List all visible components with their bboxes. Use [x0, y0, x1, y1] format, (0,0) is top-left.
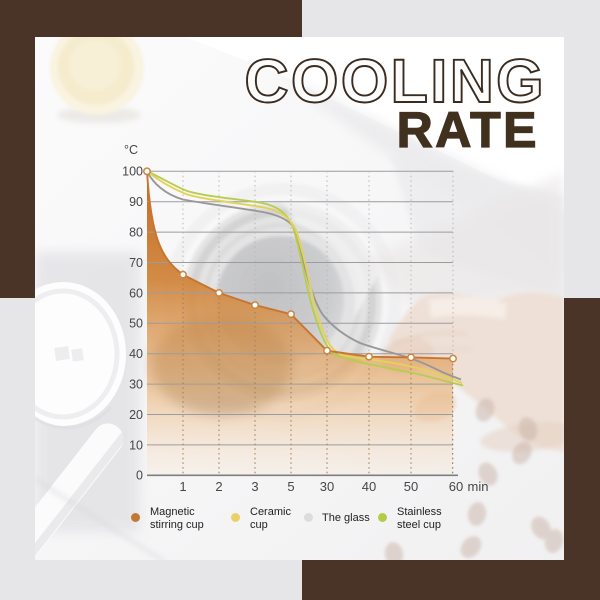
- svg-text:2: 2: [215, 479, 222, 494]
- svg-text:50: 50: [129, 317, 143, 331]
- svg-text:min: min: [468, 479, 489, 494]
- svg-text:1: 1: [179, 479, 186, 494]
- svg-text:3: 3: [251, 479, 258, 494]
- svg-text:°C: °C: [124, 143, 138, 157]
- svg-text:10: 10: [129, 438, 143, 452]
- svg-text:50: 50: [404, 479, 418, 494]
- svg-text:80: 80: [129, 226, 143, 240]
- svg-text:100: 100: [122, 165, 143, 179]
- svg-text:20: 20: [129, 408, 143, 422]
- svg-text:0: 0: [136, 469, 143, 483]
- svg-text:60: 60: [129, 286, 143, 300]
- svg-text:60: 60: [449, 479, 463, 494]
- svg-text:90: 90: [129, 195, 143, 209]
- svg-text:70: 70: [129, 256, 143, 270]
- svg-text:30: 30: [320, 479, 334, 494]
- svg-text:40: 40: [129, 347, 143, 361]
- svg-text:5: 5: [287, 479, 294, 494]
- svg-text:40: 40: [362, 479, 376, 494]
- svg-text:30: 30: [129, 378, 143, 392]
